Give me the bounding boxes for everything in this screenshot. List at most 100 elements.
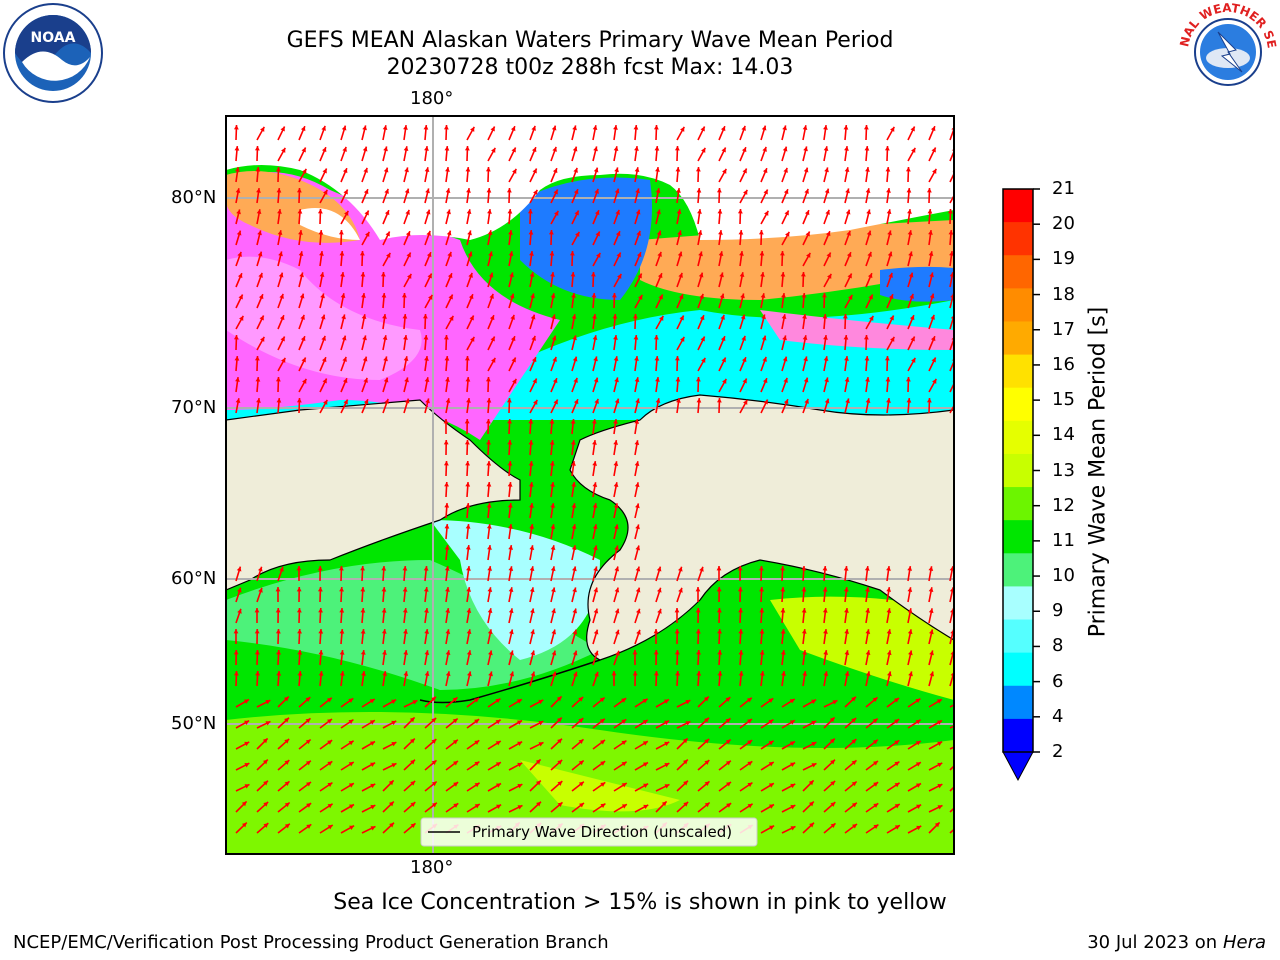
wave-arrow-head	[822, 314, 828, 319]
wave-arrow-head	[301, 147, 306, 153]
wave-arrow-head	[928, 251, 934, 257]
wave-arrow-head	[431, 717, 437, 723]
wave-arrow-head	[466, 398, 471, 403]
wave-arrow-head	[888, 294, 894, 300]
wave-arrow-head	[929, 293, 935, 299]
wave-arrow-head	[683, 801, 689, 807]
wave-arrow-head	[930, 126, 936, 132]
wave-arrow-head	[578, 760, 584, 766]
wave-arrow-head	[802, 335, 808, 341]
wave-arrow-head	[763, 189, 768, 195]
wave-arrow-head	[823, 335, 828, 340]
wave-arrow-head	[634, 167, 640, 173]
wave-arrow-head	[886, 650, 892, 656]
wave-arrow-head	[468, 294, 474, 300]
wave-arrow-head	[275, 167, 281, 172]
wave-arrow-head	[327, 803, 333, 809]
wave-arrow-head	[446, 230, 452, 236]
wave-arrow-head	[509, 650, 514, 656]
wave-arrow-head	[551, 608, 556, 614]
colorbar-tick-label: 2	[1052, 741, 1064, 762]
wave-arrow-head	[822, 566, 828, 571]
wave-arrow-head	[768, 740, 774, 746]
wave-arrow-head	[327, 825, 333, 830]
wave-arrow-head	[531, 125, 536, 131]
wave-arrow-head	[323, 189, 328, 195]
wave-arrow-head	[655, 398, 661, 404]
wave-arrow-head	[915, 698, 921, 704]
wave-arrow-head	[464, 440, 470, 445]
wave-arrow-head	[508, 251, 514, 257]
wave-arrow-head	[360, 587, 366, 592]
wave-arrow-head	[806, 252, 811, 258]
wave-arrow-head	[552, 146, 557, 152]
wave-arrow-head	[466, 209, 472, 215]
footer-date: 30 Jul 2023 on	[1087, 932, 1223, 953]
wave-arrow-head	[487, 230, 493, 236]
wave-arrow-head	[915, 741, 921, 746]
wave-arrow-head	[928, 608, 934, 614]
wave-arrow-head	[530, 671, 536, 677]
wave-arrow-head	[360, 272, 366, 277]
wave-arrow-head	[654, 146, 660, 151]
wave-arrow-head	[362, 335, 367, 341]
wave-arrow-head	[762, 168, 768, 174]
wave-arrow-head	[426, 230, 431, 236]
wave-arrow-head	[697, 209, 702, 214]
wave-direction-arrows	[233, 124, 954, 834]
wave-arrow-head	[868, 294, 873, 300]
wave-arrow-head	[233, 125, 239, 130]
wave-arrow-head	[404, 167, 409, 173]
wave-arrow-head	[863, 125, 869, 130]
wave-arrow-head	[510, 126, 516, 132]
wave-arrow-head	[802, 650, 807, 655]
wave-arrow-head	[256, 188, 261, 193]
wave-arrow-head	[887, 230, 892, 236]
wave-arrow-head	[341, 335, 347, 341]
wave-arrow-head	[695, 167, 701, 172]
wave-arrow-head	[402, 314, 408, 319]
wave-arrow-head	[634, 377, 640, 383]
wave-arrow-head	[590, 272, 596, 277]
wave-arrow-head	[551, 314, 556, 320]
wave-arrow-head	[553, 189, 558, 195]
wave-arrow-head	[360, 629, 366, 634]
wave-arrow-head	[781, 314, 787, 320]
colorbar-swatch	[1003, 255, 1033, 289]
wave-arrow-head	[446, 209, 451, 215]
wave-arrow-head	[885, 167, 891, 172]
wave-arrow-head	[361, 293, 366, 298]
wave-arrow-head	[529, 566, 535, 572]
wave-arrow-head	[527, 209, 533, 214]
wave-arrow-head	[599, 697, 605, 703]
wave-arrow-head	[928, 587, 934, 593]
wave-arrow-head	[572, 146, 578, 152]
wave-arrow-head	[696, 671, 702, 676]
wave-arrow-head	[296, 398, 302, 403]
wave-arrow-head	[719, 272, 724, 278]
wave-arrow-head	[830, 802, 836, 807]
wave-arrow-head	[381, 629, 387, 634]
noaa-logo-text: NOAA	[31, 30, 76, 46]
colorbar-tick-label: 21	[1052, 178, 1075, 199]
wave-arrow-head	[284, 802, 290, 808]
wave-arrow	[949, 336, 954, 351]
wave-arrow-head	[529, 503, 534, 508]
wave-arrow-head	[485, 419, 491, 424]
wave-arrow-head	[674, 146, 680, 151]
wave-arrow-head	[449, 315, 454, 321]
wave-arrow-head	[254, 356, 260, 361]
wave-arrow-head	[571, 524, 577, 530]
wave-arrow-head	[635, 524, 640, 530]
wave-arrow-head	[780, 629, 786, 634]
wave-arrow-head	[716, 566, 722, 571]
wave-arrow-head	[535, 759, 541, 765]
wave-arrow-head	[236, 587, 242, 593]
wave-arrow-head	[675, 167, 681, 172]
wave-arrow-head	[781, 293, 786, 298]
colorbar-tick-label: 18	[1052, 283, 1075, 305]
wave-arrow-head	[760, 293, 766, 299]
wave-arrow-head	[635, 587, 641, 593]
wave-arrow-head	[260, 126, 265, 132]
wave-arrow-head	[507, 461, 513, 466]
